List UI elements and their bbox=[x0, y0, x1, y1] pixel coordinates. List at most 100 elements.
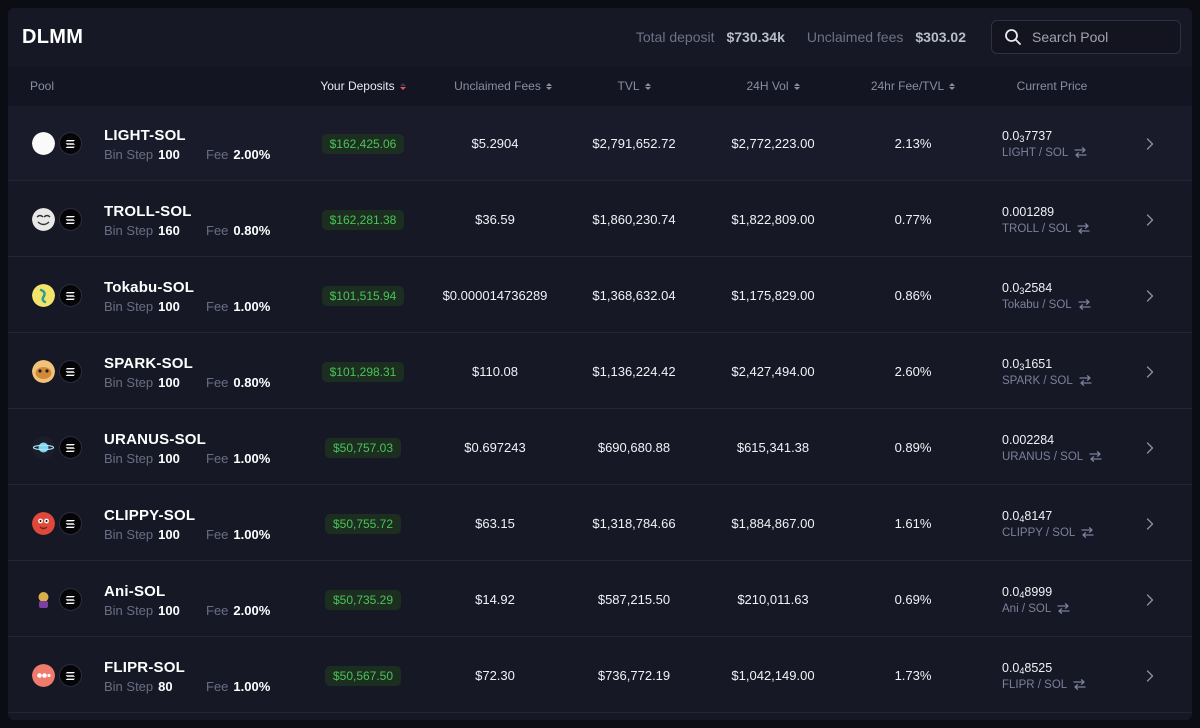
swap-icon[interactable] bbox=[1078, 299, 1091, 310]
pool-row-troll-sol[interactable]: TROLL-SOL Bin Step 160 Fee 0.80% $162,281.… bbox=[8, 182, 1192, 257]
pool-row-spark-sol[interactable]: SPARK-SOL Bin Step 100 Fee 0.80% $101,298.… bbox=[8, 334, 1192, 409]
deposit-badge: $50,735.29 bbox=[324, 589, 402, 610]
chevron-right-icon[interactable] bbox=[1140, 286, 1160, 306]
fee-tvl-cell: 2.13% bbox=[894, 136, 932, 151]
search-box[interactable] bbox=[991, 20, 1181, 54]
swap-icon[interactable] bbox=[1089, 451, 1102, 462]
deposit-cell: $50,735.29 bbox=[308, 562, 418, 637]
clippy-token-icon bbox=[32, 512, 55, 535]
swap-icon[interactable] bbox=[1057, 603, 1070, 614]
unclaimed-fees-value: $303.02 bbox=[915, 29, 966, 45]
flipr-token-icon bbox=[32, 664, 55, 687]
dlmm-positions-panel: DLMM Total deposit $730.34k Unclaimed fe… bbox=[8, 8, 1192, 720]
pool-meta: Bin Step 100 Fee 1.00% bbox=[104, 527, 270, 542]
swap-icon[interactable] bbox=[1081, 527, 1094, 538]
price-pair-label: CLIPPY / SOL bbox=[1002, 526, 1076, 539]
price-pair: URANUS / SOL bbox=[1002, 451, 1102, 463]
bin-step-value: 100 bbox=[158, 603, 180, 618]
volume-cell: $1,042,149.00 bbox=[731, 668, 815, 683]
column-pool-label: Pool bbox=[30, 79, 55, 93]
tvl-cell: $736,772.19 bbox=[597, 668, 671, 683]
pool-row-light-sol[interactable]: LIGHT-SOL Bin Step 100 Fee 2.00% $162,425.… bbox=[8, 106, 1192, 181]
current-price-cell: 0.001289 TROLL / SOL bbox=[1002, 182, 1112, 257]
price-value: 0.031651 bbox=[1002, 356, 1053, 372]
pool-row-ani-sol[interactable]: Ani-SOL Bin Step 100 Fee 2.00% $50,735.29 … bbox=[8, 562, 1192, 637]
price-pair-label: Ani / SOL bbox=[1002, 602, 1052, 615]
fee-tvl-cell: 0.89% bbox=[894, 440, 932, 455]
pool-meta: Bin Step 100 Fee 1.00% bbox=[104, 451, 270, 466]
column-deposits-label: Your Deposits bbox=[320, 79, 395, 93]
column-unclaimed-fees[interactable]: Unclaimed Fees bbox=[438, 66, 568, 106]
solana-icon bbox=[59, 132, 82, 155]
pool-row-clippy-sol[interactable]: CLIPPY-SOL Bin Step 100 Fee 1.00% $50,755.… bbox=[8, 486, 1192, 561]
deposit-badge: $50,567.50 bbox=[324, 665, 402, 686]
fee-value: 1.00% bbox=[233, 451, 271, 466]
chevron-right-icon[interactable] bbox=[1140, 438, 1160, 458]
tvl-cell: $1,136,224.42 bbox=[592, 364, 676, 379]
volume-cell: $210,011.63 bbox=[737, 592, 809, 607]
pool-row-tokabu-sol[interactable]: Tokabu-SOL Bin Step 100 Fee 1.00% $101,515… bbox=[8, 258, 1192, 333]
bin-step-label: Bin Step 100 bbox=[104, 451, 180, 466]
price-pair: FLIPR / SOL bbox=[1002, 679, 1086, 691]
fee-tvl-cell: 1.61% bbox=[894, 516, 932, 531]
column-your-deposits[interactable]: Your Deposits bbox=[308, 66, 418, 106]
swap-icon[interactable] bbox=[1079, 375, 1092, 386]
table-header: Pool Your Deposits Unclaimed Fees TVL 24… bbox=[8, 66, 1192, 106]
summary-stats: Total deposit $730.34k Unclaimed fees $3… bbox=[636, 8, 966, 66]
price-pair-label: TROLL / SOL bbox=[1002, 222, 1072, 235]
fee-value: 0.80% bbox=[233, 375, 271, 390]
column-tvl[interactable]: TVL bbox=[584, 66, 684, 106]
chevron-right-icon[interactable] bbox=[1140, 514, 1160, 534]
bin-step-value: 80 bbox=[158, 679, 173, 694]
swap-icon[interactable] bbox=[1077, 223, 1090, 234]
pool-row-uranus-sol[interactable]: URANUS-SOL Bin Step 100 Fee 1.00% $50,757.… bbox=[8, 410, 1192, 485]
swap-icon[interactable] bbox=[1073, 679, 1086, 690]
chevron-right-icon[interactable] bbox=[1140, 590, 1160, 610]
column-24hr-fee-tvl[interactable]: 24hr Fee/TVL bbox=[858, 66, 968, 106]
search-icon bbox=[1005, 29, 1021, 45]
sort-icon bbox=[793, 82, 800, 90]
fee-value: 0.80% bbox=[233, 223, 271, 238]
price-pair: CLIPPY / SOL bbox=[1002, 527, 1094, 539]
deposit-badge: $162,425.06 bbox=[321, 133, 405, 154]
chevron-right-icon[interactable] bbox=[1140, 134, 1160, 154]
swap-icon[interactable] bbox=[1074, 147, 1087, 158]
sort-desc-icon bbox=[399, 82, 406, 90]
pool-row-flipr-sol[interactable]: FLIPR-SOL Bin Step 80 Fee 1.00% $50,567.50… bbox=[8, 638, 1192, 713]
volume-cell: $1,175,829.00 bbox=[731, 288, 815, 303]
pool-meta: Bin Step 100 Fee 2.00% bbox=[104, 603, 270, 618]
column-24h-vol[interactable]: 24H Vol bbox=[718, 66, 828, 106]
pool-meta: Bin Step 100 Fee 1.00% bbox=[104, 299, 270, 314]
column-unclaimed-label: Unclaimed Fees bbox=[454, 79, 541, 93]
total-deposit-label: Total deposit bbox=[635, 29, 715, 45]
tvl-cell: $587,215.50 bbox=[597, 592, 671, 607]
bin-step-value: 100 bbox=[158, 451, 180, 466]
deposit-badge: $50,755.72 bbox=[324, 513, 402, 534]
tvl-cell: $1,318,784.66 bbox=[592, 516, 676, 531]
bin-step-label: Bin Step 80 bbox=[104, 679, 173, 694]
bin-step-value: 100 bbox=[158, 527, 180, 542]
pool-name: SPARK-SOL bbox=[104, 355, 194, 372]
current-price-cell: 0.048147 CLIPPY / SOL bbox=[1002, 486, 1112, 561]
deposit-cell: $101,298.31 bbox=[308, 334, 418, 409]
pool-name: LIGHT-SOL bbox=[104, 127, 186, 144]
chevron-right-icon[interactable] bbox=[1140, 210, 1160, 230]
chevron-right-icon[interactable] bbox=[1140, 362, 1160, 382]
price-pair-label: SPARK / SOL bbox=[1002, 374, 1073, 387]
chevron-right-icon[interactable] bbox=[1140, 666, 1160, 686]
price-value: 0.032584 bbox=[1002, 280, 1053, 296]
pair-icons bbox=[32, 208, 92, 232]
fee-label: Fee 1.00% bbox=[206, 299, 271, 314]
bin-step-label: Bin Step 100 bbox=[104, 147, 180, 162]
solana-icon bbox=[59, 208, 82, 231]
fee-tvl-cell: 0.69% bbox=[894, 592, 932, 607]
search-input[interactable] bbox=[1030, 28, 1174, 46]
fee-tvl-cell: 0.77% bbox=[894, 212, 932, 227]
fee-value: 1.00% bbox=[233, 527, 271, 542]
deposit-cell: $50,755.72 bbox=[308, 486, 418, 561]
price-pair-label: URANUS / SOL bbox=[1002, 450, 1084, 463]
price-value: 0.048525 bbox=[1002, 660, 1053, 676]
pair-icons bbox=[32, 132, 92, 156]
bin-step-label: Bin Step 100 bbox=[104, 299, 180, 314]
deposit-badge: $50,757.03 bbox=[324, 437, 402, 458]
